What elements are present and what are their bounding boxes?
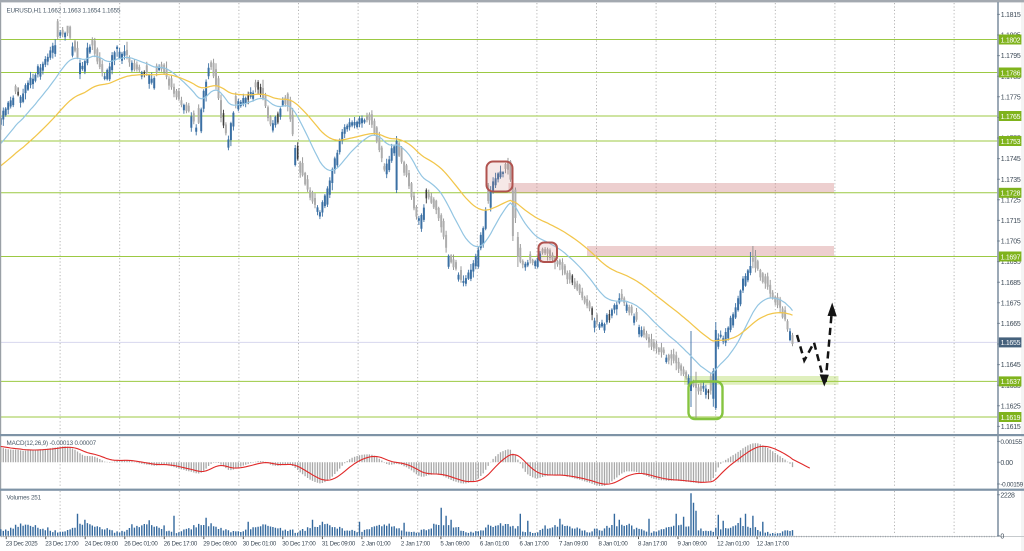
svg-text:8 Jan 17:00: 8 Jan 17:00 [638,541,668,548]
svg-text:12 Jan 01:00: 12 Jan 01:00 [717,541,750,548]
svg-text:1.1697: 1.1697 [1001,254,1021,261]
svg-text:26 Dec 17:00: 26 Dec 17:00 [164,541,198,548]
svg-text:1.1665: 1.1665 [1001,321,1021,328]
svg-text:6 Jan 01:00: 6 Jan 01:00 [480,541,510,548]
svg-text:9 Jan 09:00: 9 Jan 09:00 [678,541,708,548]
svg-text:1.1615: 1.1615 [1001,424,1021,431]
svg-text:8 Jan 01:00: 8 Jan 01:00 [599,541,629,548]
svg-text:1.1802: 1.1802 [1001,37,1021,44]
svg-text:1.1619: 1.1619 [1001,415,1021,422]
svg-text:EURUSD,H1 1.1662 1.1663 1.165: EURUSD,H1 1.1662 1.1663 1.1654 1.1655 [7,7,121,14]
svg-text:7 Jan 09:00: 7 Jan 09:00 [559,541,589,548]
svg-text:0.00: 0.00 [1000,460,1013,467]
svg-text:1.1728: 1.1728 [1001,191,1021,198]
svg-text:5 Jan 09:00: 5 Jan 09:00 [440,541,470,548]
svg-text:23 Dec 2025: 23 Dec 2025 [6,541,39,548]
svg-text:31 Dec 09:00: 31 Dec 09:00 [322,541,356,548]
svg-text:26 Dec 01:00: 26 Dec 01:00 [124,541,158,548]
svg-text:1.1815: 1.1815 [1001,12,1021,19]
svg-text:1.1725: 1.1725 [1001,197,1021,204]
svg-text:1.1675: 1.1675 [1001,300,1021,307]
svg-text:2 Jan 01:00: 2 Jan 01:00 [361,541,391,548]
svg-text:0: 0 [1000,533,1004,540]
svg-text:1.1753: 1.1753 [1001,139,1021,146]
svg-text:1.1765: 1.1765 [1001,114,1021,121]
svg-text:MACD(12,26,9) -0.00013 0.00007: MACD(12,26,9) -0.00013 0.00007 [7,440,97,447]
svg-text:1.1685: 1.1685 [1001,280,1021,287]
svg-text:2228: 2228 [1000,492,1015,499]
svg-text:1.1625: 1.1625 [1001,403,1021,410]
svg-text:1.1705: 1.1705 [1001,239,1021,246]
svg-text:6 Jan 17:00: 6 Jan 17:00 [520,541,550,548]
svg-text:1.1775: 1.1775 [1001,94,1021,101]
svg-text:1.1795: 1.1795 [1001,53,1021,60]
svg-text:-0.00159: -0.00159 [1000,482,1023,489]
svg-text:30 Dec 17:00: 30 Dec 17:00 [282,541,316,548]
svg-text:29 Dec 09:00: 29 Dec 09:00 [203,541,237,548]
svg-text:1.1695: 1.1695 [1001,259,1021,266]
svg-text:1.1655: 1.1655 [1001,340,1021,347]
svg-text:0.00155: 0.00155 [1000,439,1022,446]
svg-text:24 Dec 09:00: 24 Dec 09:00 [85,541,119,548]
svg-text:23 Dec 17:00: 23 Dec 17:00 [45,541,79,548]
svg-text:2 Jan 17:00: 2 Jan 17:00 [401,541,431,548]
svg-text:1.1735: 1.1735 [1001,177,1021,184]
svg-text:12 Jan 17:00: 12 Jan 17:00 [757,541,790,548]
svg-text:1.1745: 1.1745 [1001,156,1021,163]
svg-text:Volumes 251: Volumes 251 [7,495,42,502]
svg-text:30 Dec 01:00: 30 Dec 01:00 [243,541,277,548]
svg-text:1.1637: 1.1637 [1001,379,1021,386]
svg-text:1.1786: 1.1786 [1001,70,1021,77]
svg-text:1.1645: 1.1645 [1001,362,1021,369]
svg-text:1.1715: 1.1715 [1001,218,1021,225]
